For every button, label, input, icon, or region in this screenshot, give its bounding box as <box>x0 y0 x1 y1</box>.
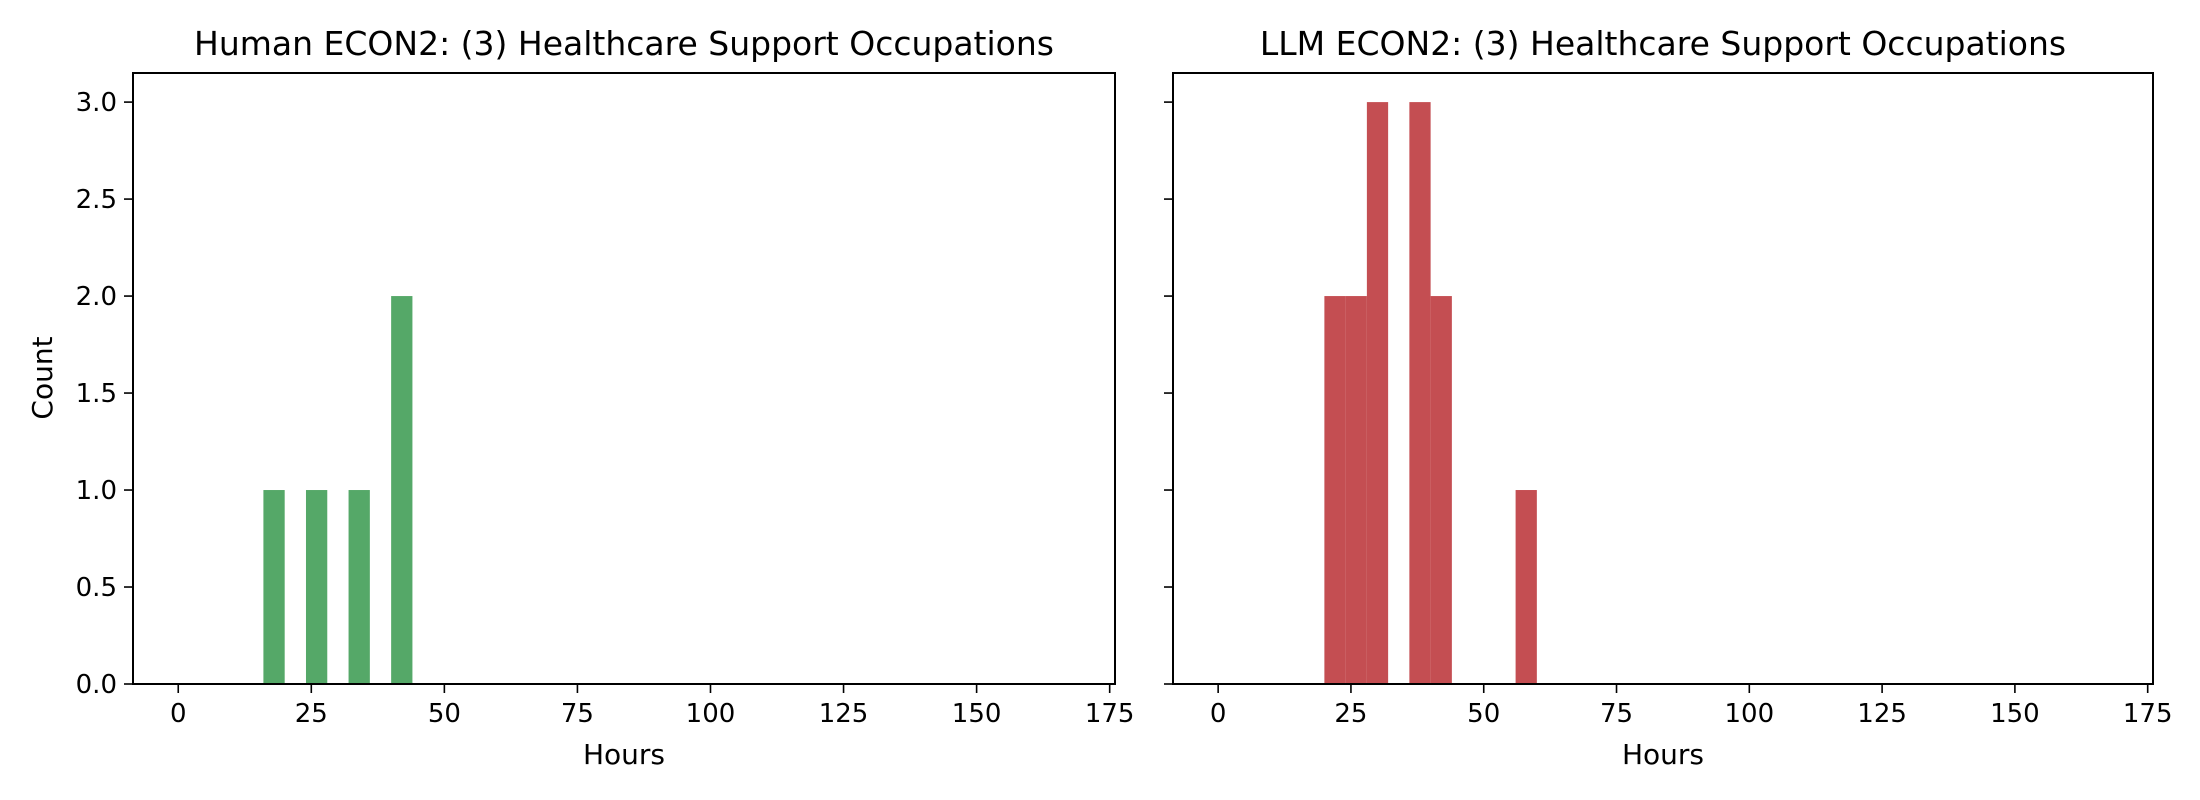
llm-x-tick-label-7: 175 <box>2123 699 2173 729</box>
llm-x-tick-label-0: 0 <box>1210 699 1227 729</box>
human-y-tick-label-1: 0.5 <box>76 573 117 603</box>
human-y-tick-label-0: 0.0 <box>76 670 117 700</box>
human-bar-0 <box>263 490 285 684</box>
llm-chart-title: LLM ECON2: (3) Healthcare Support Occupa… <box>1260 24 2066 63</box>
llm-bar-3 <box>1409 102 1431 685</box>
llm-x-tick-label-5: 125 <box>1857 699 1907 729</box>
llm-bar-1 <box>1345 296 1367 684</box>
human-y-tick-label-6: 3.0 <box>76 88 117 118</box>
human-y-tick-label-3: 1.5 <box>76 379 117 409</box>
llm-bar-5 <box>1515 490 1537 684</box>
llm-histogram-panel: LLM ECON2: (3) Healthcare Support Occupa… <box>1164 24 2173 771</box>
llm-x-tick-label-4: 100 <box>1724 699 1774 729</box>
human-x-tick-label-6: 150 <box>952 699 1002 729</box>
human-x-tick-label-7: 175 <box>1085 699 1135 729</box>
human-x-tick-label-2: 50 <box>428 699 461 729</box>
human-bar-2 <box>348 490 370 684</box>
human-x-tick-label-1: 25 <box>295 699 328 729</box>
human-bars <box>263 296 413 684</box>
human-x-tick-label-4: 100 <box>686 699 736 729</box>
llm-ticks: 0 25 50 75 100 125 150 175 <box>1164 101 2173 729</box>
llm-x-tick-label-1: 25 <box>1334 699 1367 729</box>
human-y-tick-label-5: 2.5 <box>76 185 117 215</box>
llm-x-tick-label-2: 50 <box>1467 699 1500 729</box>
human-y-tick-label-2: 1.0 <box>76 476 117 506</box>
human-y-axis-label: Count <box>26 336 59 419</box>
llm-plot-frame <box>1172 72 2154 685</box>
llm-bars <box>1324 102 1537 685</box>
llm-bar-4 <box>1430 296 1452 684</box>
human-chart-title: Human ECON2: (3) Healthcare Support Occu… <box>194 24 1054 63</box>
human-bar-1 <box>305 490 328 684</box>
human-x-tick-label-5: 125 <box>819 699 869 729</box>
llm-x-tick-label-6: 150 <box>1990 699 2040 729</box>
human-histogram-panel: Human ECON2: (3) Healthcare Support Occu… <box>26 24 1134 771</box>
llm-x-axis-label: Hours <box>1622 738 1704 771</box>
human-ticks: 0 25 50 75 100 125 150 175 0.0 0.5 1.0 1.5 2.0 2.5 3.0 <box>76 88 1135 729</box>
llm-bar-2 <box>1366 102 1389 685</box>
human-plot-frame <box>132 72 1116 685</box>
human-bar-3 <box>391 296 413 684</box>
human-x-tick-label-0: 0 <box>170 699 187 729</box>
human-y-tick-label-4: 2.0 <box>76 282 117 312</box>
human-x-tick-label-3: 75 <box>561 699 594 729</box>
llm-x-tick-label-3: 75 <box>1600 699 1633 729</box>
human-x-axis-label: Hours <box>583 738 665 771</box>
llm-bar-0 <box>1324 296 1346 684</box>
